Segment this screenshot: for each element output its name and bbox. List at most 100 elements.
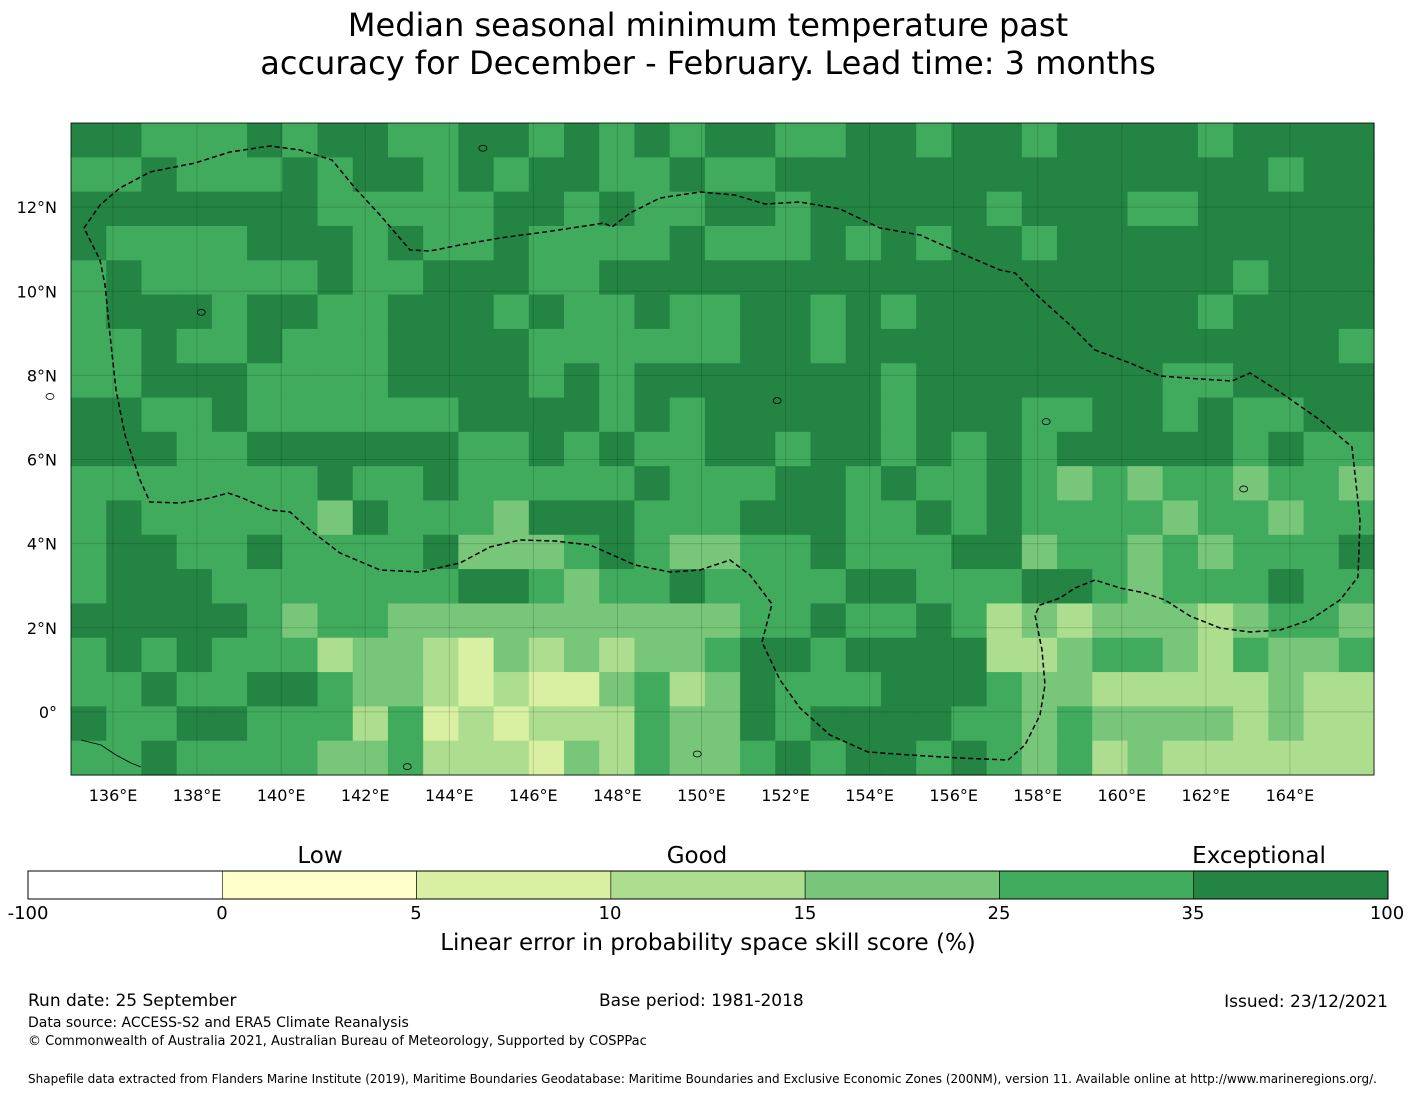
grid-cell: [1268, 157, 1305, 193]
grid-cell: [423, 294, 459, 330]
grid-cell: [352, 157, 389, 193]
grid-cell: [71, 466, 107, 502]
grid-cell: [71, 157, 107, 193]
grid-cell: [1057, 363, 1093, 399]
grid-cell: [564, 157, 600, 193]
title-line-2: accuracy for December - February. Lead t…: [260, 44, 1156, 82]
grid-cell: [951, 706, 988, 742]
colorbar-tick: 10: [598, 903, 622, 924]
grid-cell: [1303, 225, 1340, 261]
colorbar-tick: 25: [987, 903, 1011, 924]
grid-cell: [986, 363, 1023, 399]
grid-cell: [247, 500, 283, 536]
grid-cell: [1338, 191, 1375, 227]
island-outline: [1041, 418, 1051, 426]
grid-cell: [106, 260, 143, 296]
grid-cell: [775, 397, 812, 433]
grid-cell: [176, 363, 213, 399]
eez-boundary-line: [83, 145, 1361, 761]
grid-cell: [634, 534, 671, 570]
grid-cell: [1162, 260, 1199, 296]
grid-cell: [1127, 672, 1164, 707]
grid-cell: [528, 500, 565, 536]
colorbar-tick: -100: [7, 903, 49, 924]
grid-cell: [352, 431, 389, 467]
grid-cell: [493, 740, 530, 776]
grid-cell: [880, 603, 917, 639]
grid-cell: [1233, 260, 1269, 296]
grid-cell: [775, 225, 812, 261]
grid-cell: [1162, 637, 1199, 673]
grid-cell: [564, 500, 600, 536]
grid-cell: [211, 294, 248, 330]
grid-cell: [176, 157, 213, 193]
grid-cell: [1268, 225, 1305, 261]
grid-cell: [247, 706, 283, 742]
grid-cell: [986, 466, 1023, 502]
grid-cell: [141, 603, 178, 639]
grid-cell: [247, 466, 283, 502]
grid-cell: [669, 191, 706, 227]
grid-cell: [352, 260, 389, 296]
grid-cell: [211, 706, 248, 742]
grid-cell: [493, 191, 530, 227]
grid-cell: [71, 397, 107, 433]
grid-cell: [176, 123, 213, 158]
grid-cell: [1092, 740, 1129, 776]
grid-cell: [916, 569, 953, 605]
grid-cell: [1092, 500, 1129, 536]
grid-cell: [951, 225, 988, 261]
grid-cell: [634, 328, 671, 364]
lon-tick-label: 162°E: [1182, 786, 1231, 805]
grid-cell: [986, 569, 1023, 605]
grid-cell: [599, 706, 636, 742]
grid-cell: [1338, 672, 1375, 707]
grid-cell: [634, 225, 671, 261]
grid-cell: [1303, 500, 1340, 536]
grid-cell: [1127, 363, 1164, 399]
grid-cell: [916, 157, 953, 193]
grid-cell: [916, 431, 953, 467]
grid-cell: [1162, 672, 1199, 707]
grid-cell: [599, 431, 636, 467]
grid-cell: [71, 123, 107, 158]
grid-cell: [387, 431, 424, 467]
grid-cell: [317, 328, 354, 364]
grid-cell: [211, 603, 248, 639]
grid-cell: [1268, 397, 1305, 433]
grid-cell: [845, 637, 882, 673]
grid-cell: [317, 260, 354, 296]
grid-cell: [564, 534, 600, 570]
grid-cell: [845, 603, 882, 639]
grid-cell: [1021, 569, 1058, 605]
grid-cell: [387, 260, 424, 296]
grid-cell: [211, 466, 248, 502]
grid-cell: [1057, 260, 1093, 296]
grid-cell: [845, 363, 882, 399]
grid-cell: [1092, 706, 1129, 742]
grid-cell: [528, 191, 565, 227]
grid-cell: [1127, 328, 1164, 364]
grid-cell: [669, 328, 706, 364]
grid-cell: [599, 603, 636, 639]
grid-cell: [141, 328, 178, 364]
grid-cell: [1338, 431, 1375, 467]
grid-cell: [176, 397, 213, 433]
grid-cell: [1303, 534, 1340, 570]
grid-cell: [71, 328, 107, 364]
grid-cell: [387, 191, 424, 227]
lat-tick-label: 12°N: [17, 198, 57, 217]
grid-cell: [1303, 706, 1340, 742]
grid-cell: [634, 123, 671, 158]
grid-cell: [458, 672, 495, 707]
grid-cell: [740, 123, 776, 158]
colorbar-segment: [999, 870, 1195, 900]
grid-cell: [1162, 363, 1199, 399]
grid-cell: [810, 225, 847, 261]
grid-cell: [775, 500, 812, 536]
colorbar-segment: [27, 870, 223, 900]
grid-cell: [493, 603, 530, 639]
grid-cell: [740, 294, 776, 330]
grid-cell: [352, 672, 389, 707]
grid-cell: [1268, 328, 1305, 364]
